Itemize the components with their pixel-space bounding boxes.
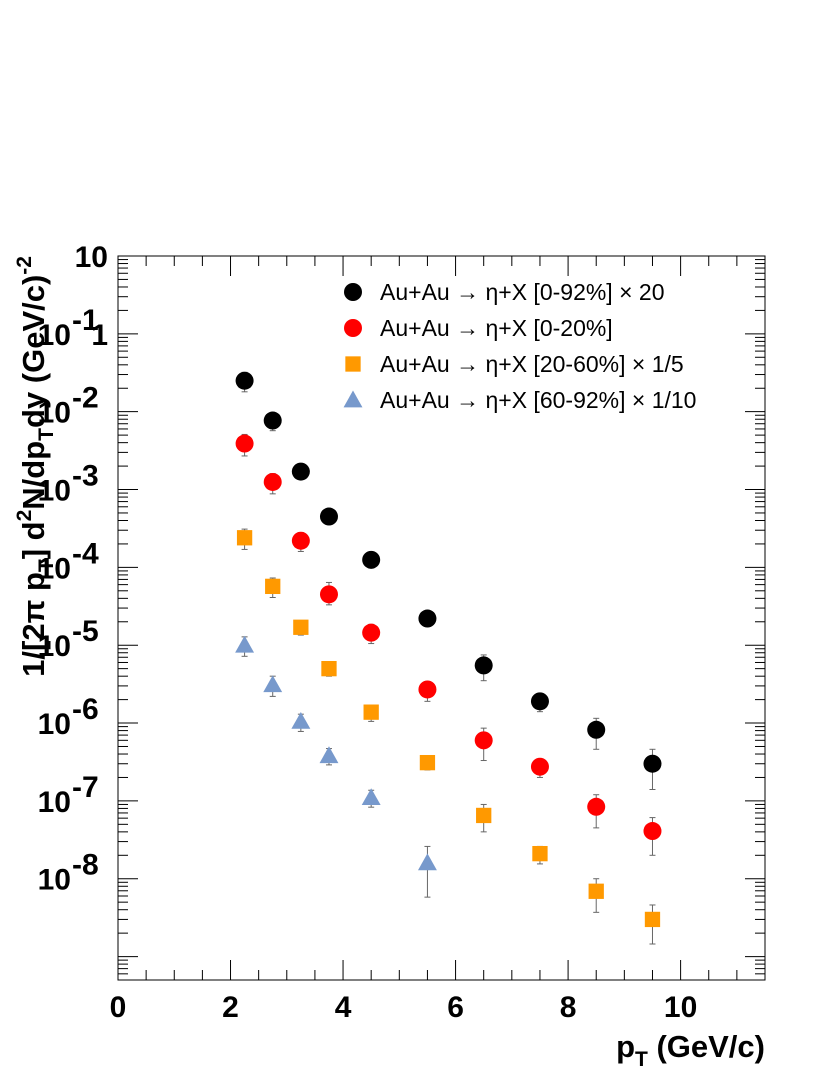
data-point bbox=[474, 731, 493, 750]
legend-label: Au+Au → η+X [60-92%] × 1/10 bbox=[380, 387, 696, 413]
y-tick-label-exponent: -3 bbox=[72, 460, 99, 493]
data-point bbox=[418, 609, 437, 628]
data-point bbox=[291, 711, 311, 729]
y-tick-label: 10 bbox=[38, 552, 71, 585]
y-tick-label-exponent: -8 bbox=[72, 849, 99, 882]
y-tick-label-exponent: -5 bbox=[72, 615, 99, 648]
x-tick-labels: 0 2 4 6 8 10 bbox=[110, 991, 698, 1024]
data-point bbox=[319, 746, 339, 764]
data-point bbox=[265, 578, 281, 595]
legend-marker bbox=[343, 390, 363, 408]
plot-frame bbox=[117, 255, 766, 981]
x-tick-label: 0 bbox=[110, 991, 127, 1024]
data-point bbox=[291, 462, 310, 481]
series-3 bbox=[236, 528, 661, 945]
y-tick-label-exponent: -7 bbox=[72, 771, 99, 804]
data-point bbox=[474, 656, 493, 675]
data-point bbox=[643, 822, 662, 841]
legend-marker bbox=[345, 356, 361, 372]
y-tick-label: 10 bbox=[38, 864, 71, 897]
x-tick-label: 6 bbox=[447, 991, 464, 1024]
data-point bbox=[263, 411, 282, 430]
x-tick-label: 4 bbox=[335, 991, 352, 1024]
y-tick-label: 10 bbox=[75, 241, 108, 274]
data-point bbox=[291, 531, 310, 550]
y-tick-label: 10 bbox=[38, 397, 71, 430]
data-point bbox=[362, 623, 381, 642]
data-point bbox=[587, 720, 606, 739]
data-point bbox=[419, 754, 436, 771]
legend-label: Au+Au → η+X [0-92%] × 20 bbox=[380, 279, 665, 305]
y-tick-label: 10 bbox=[38, 630, 71, 663]
data-point bbox=[588, 883, 604, 899]
data-point bbox=[644, 911, 661, 928]
data-point bbox=[235, 434, 254, 453]
series-2 bbox=[235, 433, 662, 856]
data-point bbox=[363, 704, 379, 720]
x-tick-label: 2 bbox=[222, 991, 239, 1024]
y-tick-label-exponent: -1 bbox=[72, 304, 99, 337]
legend-marker bbox=[344, 319, 362, 337]
y-tick-label-exponent: -4 bbox=[72, 537, 99, 570]
x-tick-label: 10 bbox=[664, 991, 697, 1024]
y-tick-label-exponent: -2 bbox=[72, 382, 99, 415]
data-point bbox=[643, 754, 662, 773]
data-point bbox=[476, 807, 492, 824]
data-point bbox=[530, 692, 549, 711]
y-tick-label-exponent: -6 bbox=[72, 693, 99, 726]
axis-ticks bbox=[117, 255, 766, 981]
data-point bbox=[532, 845, 548, 862]
series-4 bbox=[235, 635, 437, 898]
y-tick-label: 10 bbox=[38, 319, 71, 352]
y-axis-title: 1/[2π pT] d2N/dpTdy (GeV/c)-2 bbox=[13, 256, 58, 677]
legend: Au+Au → η+X [0-92%] × 20 Au+Au → η+X [0-2… bbox=[343, 279, 696, 413]
x-axis-title: pT (GeV/c) bbox=[616, 1029, 765, 1071]
series-1 bbox=[235, 371, 662, 791]
series-layer bbox=[235, 371, 662, 945]
data-point bbox=[263, 472, 282, 491]
data-point bbox=[293, 619, 309, 635]
data-point bbox=[235, 635, 255, 653]
data-point bbox=[236, 530, 253, 546]
data-point bbox=[530, 757, 549, 776]
y-tick-label: 10 bbox=[38, 786, 71, 819]
y-tick-label: 10 bbox=[38, 708, 71, 741]
data-point bbox=[418, 680, 437, 699]
x-tick-label: 8 bbox=[560, 991, 577, 1024]
legend-label: Au+Au → η+X [0-20%] bbox=[380, 315, 613, 341]
data-point bbox=[417, 853, 437, 871]
data-point bbox=[321, 660, 337, 677]
legend-label: Au+Au → η+X [20-60%] × 1/5 bbox=[380, 351, 684, 377]
data-point bbox=[319, 507, 338, 526]
data-point bbox=[587, 797, 606, 816]
data-point bbox=[263, 675, 283, 693]
data-point bbox=[235, 371, 254, 390]
y-tick-label: 10 bbox=[38, 475, 71, 508]
legend-marker bbox=[344, 283, 362, 301]
data-point bbox=[319, 585, 338, 604]
data-point bbox=[362, 550, 381, 569]
data-point bbox=[361, 788, 381, 806]
y-tick-label: 1 bbox=[91, 319, 108, 352]
